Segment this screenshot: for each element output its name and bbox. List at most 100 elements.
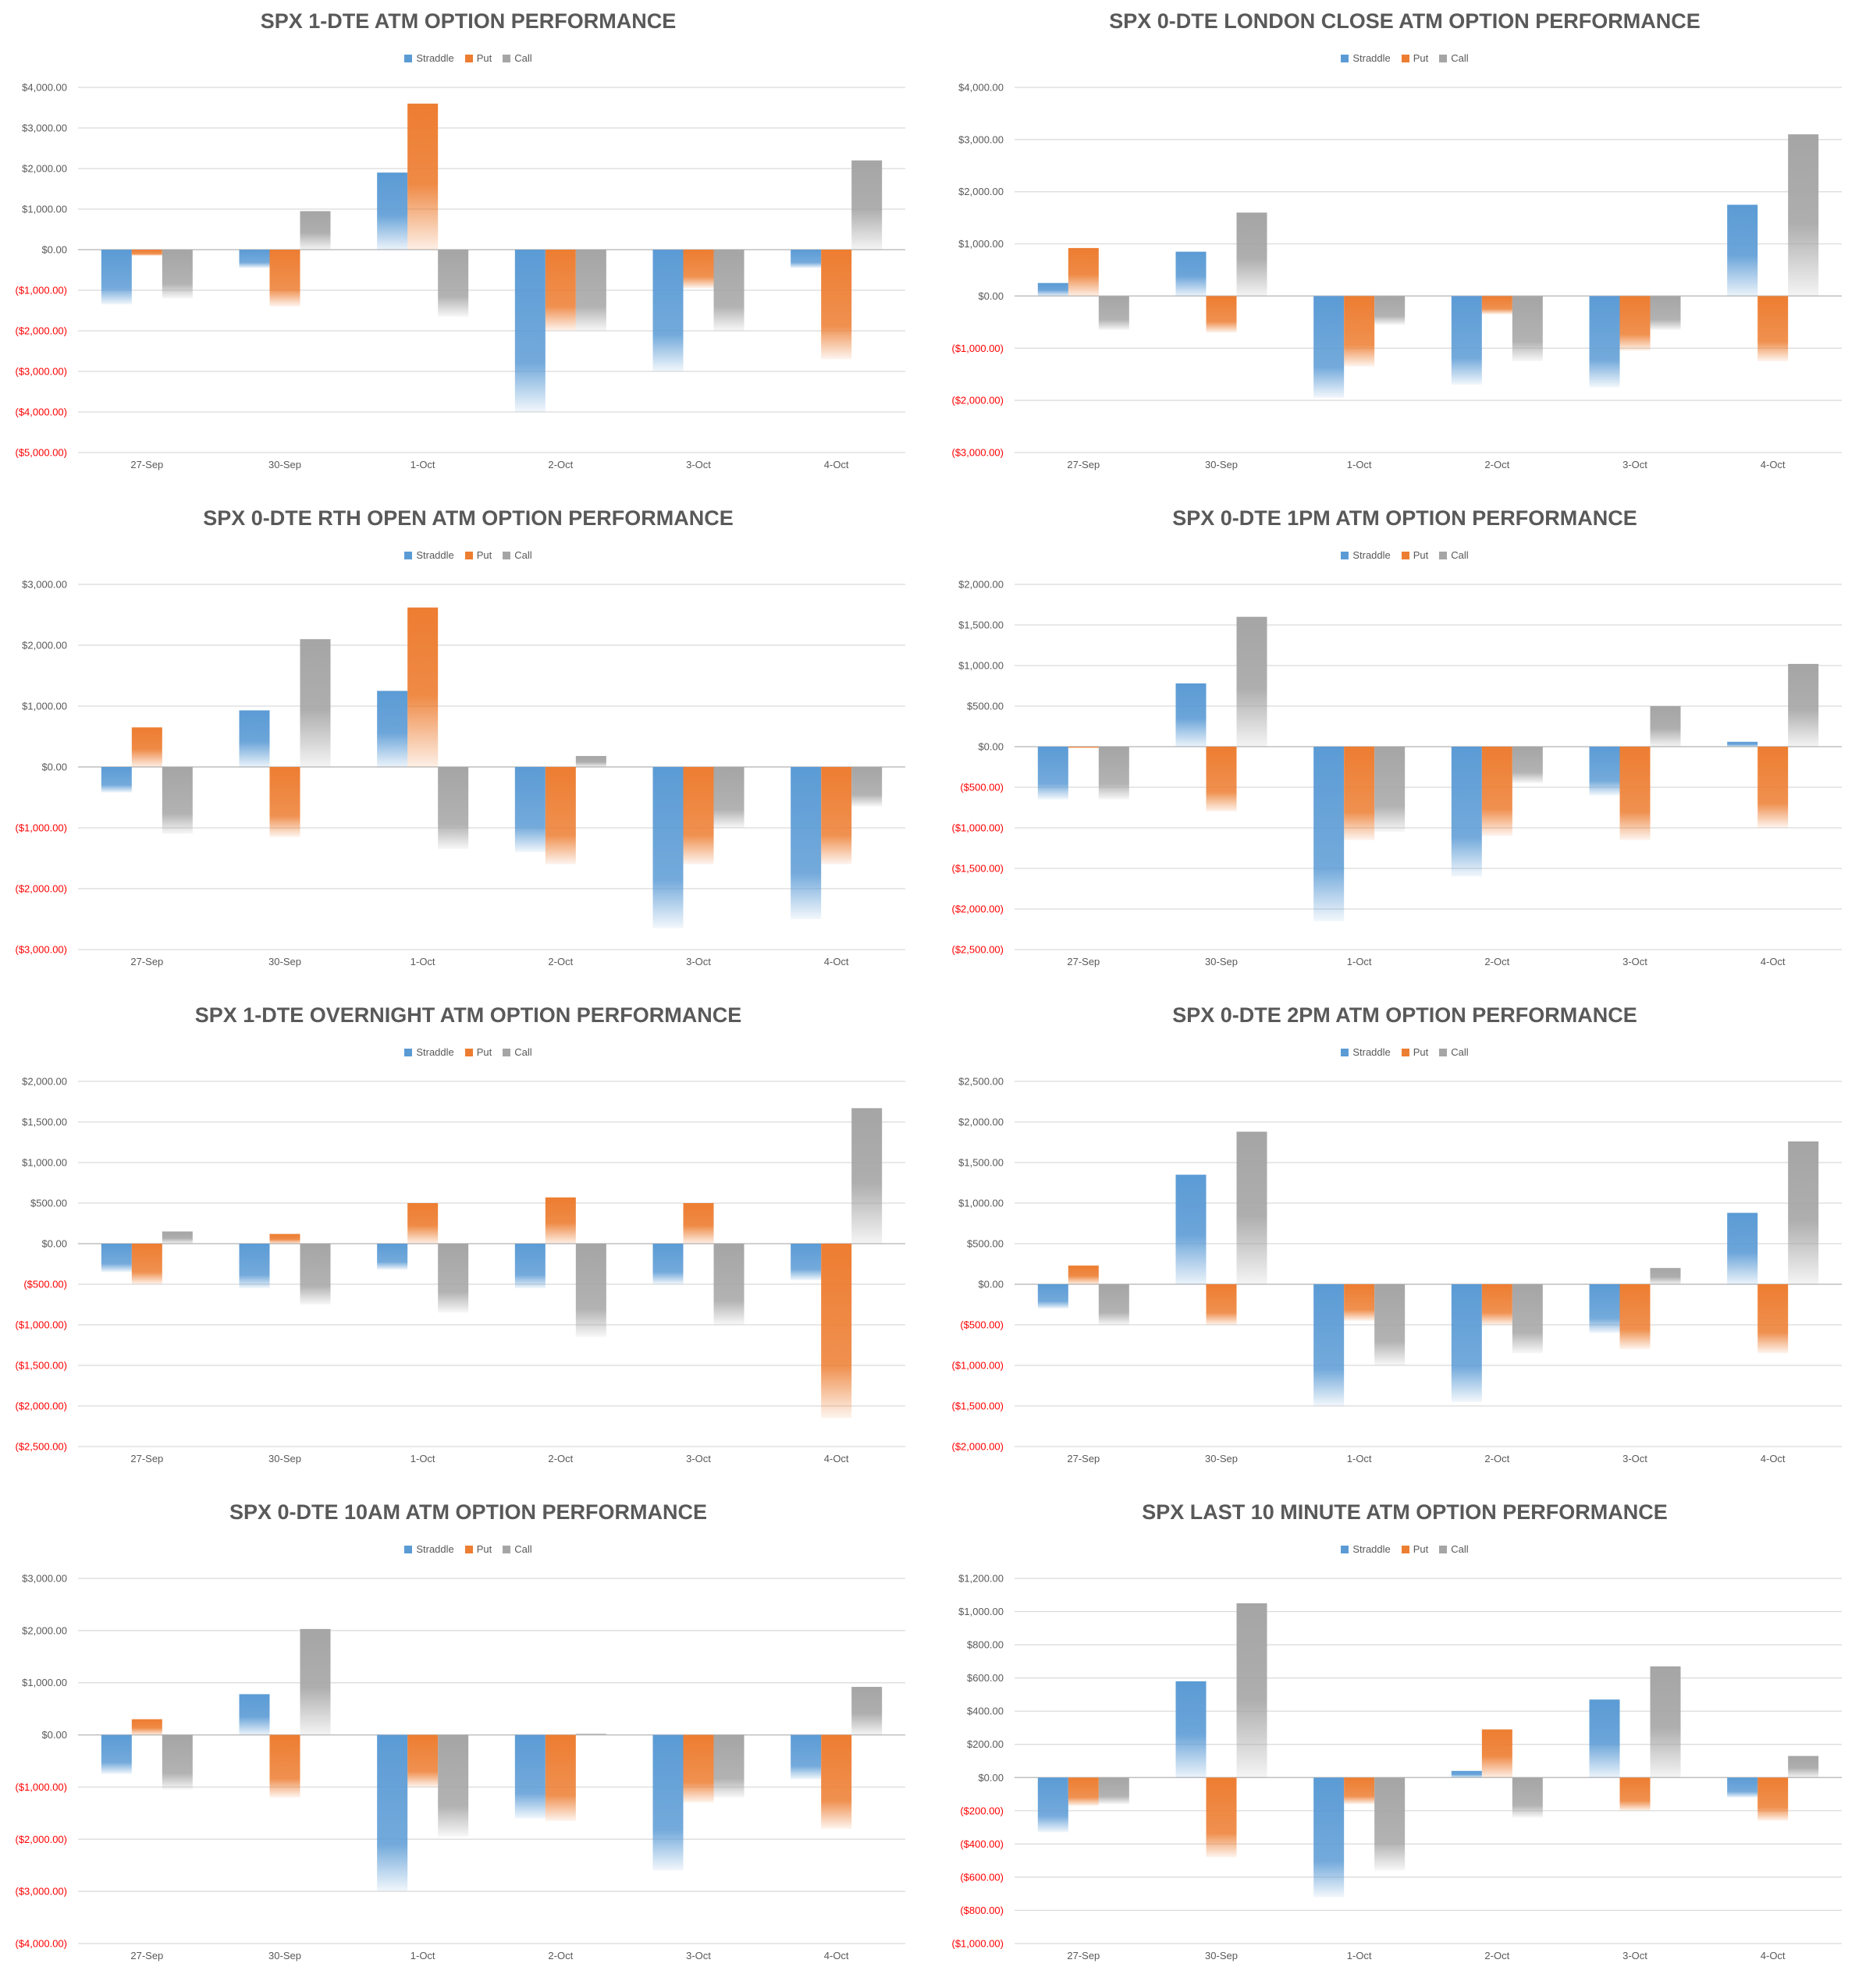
y-tick-label: $0.00 (41, 1729, 67, 1741)
chart-legend: Straddle Put Call (0, 1543, 936, 1555)
legend-label-put: Put (476, 1543, 492, 1555)
legend-swatch-call (1439, 1545, 1448, 1553)
bar-call-3-Oct (713, 1244, 745, 1325)
y-tick-label: ($3,000.00) (16, 1886, 68, 1897)
legend-item-straddle: Straddle (1341, 1046, 1391, 1058)
bar-call-2-Oct (1512, 1777, 1543, 1818)
legend-item-call: Call (503, 549, 532, 561)
y-tick-label: ($2,000.00) (952, 395, 1004, 406)
y-tick-label: ($2,500.00) (952, 944, 1004, 956)
y-tick-label: ($500.00) (960, 782, 1004, 793)
y-tick-label: $1,000.00 (22, 1677, 67, 1688)
y-tick-label: $2,000.00 (958, 579, 1004, 591)
legend-swatch-put (1401, 54, 1409, 62)
y-tick-label: $2,000.00 (22, 1076, 67, 1088)
legend-label-call: Call (514, 1543, 532, 1555)
chart-legend: Straddle Put Call (936, 549, 1873, 561)
bar-put-3-Oct (1619, 747, 1651, 840)
y-tick-label: $2,000.00 (22, 1624, 67, 1636)
bar-straddle-30-Sep (1175, 683, 1207, 747)
legend-item-put: Put (1401, 1543, 1428, 1555)
x-tick-label: 3-Oct (1622, 1453, 1647, 1464)
bar-straddle-27-Sep (101, 1244, 132, 1273)
y-tick-label: $500.00 (30, 1198, 67, 1209)
x-tick-label: 30-Sep (268, 1950, 301, 1961)
bar-call-30-Sep (300, 1244, 331, 1305)
bar-straddle-1-Oct (1313, 296, 1345, 398)
x-tick-label: 4-Oct (824, 1950, 849, 1961)
bar-straddle-3-Oct (1589, 296, 1620, 388)
bar-call-4-Oct (1788, 134, 1819, 296)
x-tick-label: 2-Oct (548, 459, 573, 470)
legend-label-straddle: Straddle (1352, 52, 1391, 64)
legend-label-straddle: Straddle (1352, 549, 1391, 561)
x-tick-label: 30-Sep (268, 956, 301, 967)
bar-call-3-Oct (713, 250, 745, 331)
bar-put-2-Oct (545, 1734, 576, 1821)
chart-panel-2: $4,000.00 $3,000.00 $2,000.00 $1,000.00 $0.0… (936, 0, 1873, 497)
legend-item-call: Call (1439, 549, 1469, 561)
bar-put-30-Sep (1206, 296, 1237, 333)
bar-straddle-3-Oct (652, 767, 684, 928)
bar-straddle-30-Sep (1175, 1681, 1207, 1778)
bar-call-27-Sep (162, 1231, 193, 1244)
x-tick-label: 4-Oct (824, 459, 849, 470)
y-tick-label: $500.00 (967, 701, 1004, 712)
x-tick-label: 1-Oct (410, 956, 435, 967)
bar-straddle-2-Oct (1451, 1284, 1482, 1402)
bar-straddle-3-Oct (652, 250, 684, 371)
x-tick-label: 27-Sep (130, 1453, 163, 1464)
bar-put-30-Sep (269, 1734, 300, 1798)
legend-item-put: Put (464, 1543, 492, 1555)
y-tick-label: ($2,500.00) (16, 1441, 68, 1453)
legend-swatch-straddle (1341, 1545, 1349, 1553)
y-tick-label: ($1,000.00) (16, 1781, 68, 1793)
legend-swatch-put (1401, 1048, 1409, 1056)
bar-call-30-Sep (300, 211, 331, 250)
bar-put-3-Oct (1619, 1777, 1651, 1811)
y-tick-label: $500.00 (967, 1238, 1004, 1250)
x-tick-label: 1-Oct (1347, 1950, 1372, 1961)
x-tick-label: 1-Oct (410, 459, 435, 470)
bar-put-1-Oct (407, 607, 439, 767)
bar-straddle-1-Oct (1313, 1777, 1345, 1897)
legend-item-call: Call (503, 1543, 532, 1555)
bar-call-1-Oct (1374, 1284, 1406, 1365)
bar-call-3-Oct (1650, 1268, 1681, 1284)
bar-call-4-Oct (851, 1108, 883, 1244)
legend-item-straddle: Straddle (404, 549, 454, 561)
x-tick-label: 3-Oct (1622, 1950, 1647, 1961)
chart-svg: $3,000.00 $2,000.00 $1,000.00 $0.00 ($1,000.… (16, 1573, 905, 1961)
bar-call-27-Sep (1098, 296, 1129, 330)
bar-straddle-2-Oct (514, 1734, 546, 1819)
chart-panel-4: $2,000.00 $1,500.00 $1,000.00 $500.00 $0.00 (… (936, 497, 1873, 994)
chart-panel-1: $4,000.00 $3,000.00 $2,000.00 $1,000.00 $0.0… (0, 0, 936, 497)
legend-swatch-straddle (404, 54, 413, 62)
legend-label-put: Put (476, 1046, 492, 1058)
x-tick-label: 30-Sep (1205, 1453, 1238, 1464)
legend-swatch-straddle (1341, 54, 1349, 62)
y-tick-label: ($3,000.00) (16, 944, 68, 956)
x-tick-label: 2-Oct (548, 1950, 573, 1961)
chart-svg: $4,000.00 $3,000.00 $2,000.00 $1,000.00 $0.0… (16, 82, 905, 470)
bar-put-30-Sep (269, 1234, 300, 1244)
bar-call-4-Oct (851, 160, 883, 250)
x-tick-label: 3-Oct (686, 956, 711, 967)
bar-straddle-2-Oct (1451, 296, 1482, 385)
x-tick-label: 2-Oct (1484, 459, 1509, 470)
x-tick-label: 30-Sep (268, 1453, 301, 1464)
x-tick-label: 27-Sep (1067, 956, 1100, 967)
x-tick-label: 30-Sep (1205, 459, 1238, 470)
x-tick-label: 2-Oct (1484, 1950, 1509, 1961)
chart-title: SPX 1-DTE ATM OPTION PERFORMANCE (260, 9, 677, 33)
legend-label-straddle: Straddle (416, 549, 454, 561)
y-tick-label: $0.00 (41, 1238, 67, 1250)
chart-legend: Straddle Put Call (936, 1046, 1873, 1058)
bar-put-1-Oct (1344, 1777, 1375, 1805)
legend-item-straddle: Straddle (404, 1046, 454, 1058)
legend-item-straddle: Straddle (1341, 549, 1391, 561)
y-tick-label: $0.00 (978, 290, 1004, 302)
bar-call-27-Sep (1098, 1777, 1129, 1805)
bar-straddle-27-Sep (1037, 282, 1068, 296)
bar-call-4-Oct (851, 1687, 883, 1735)
